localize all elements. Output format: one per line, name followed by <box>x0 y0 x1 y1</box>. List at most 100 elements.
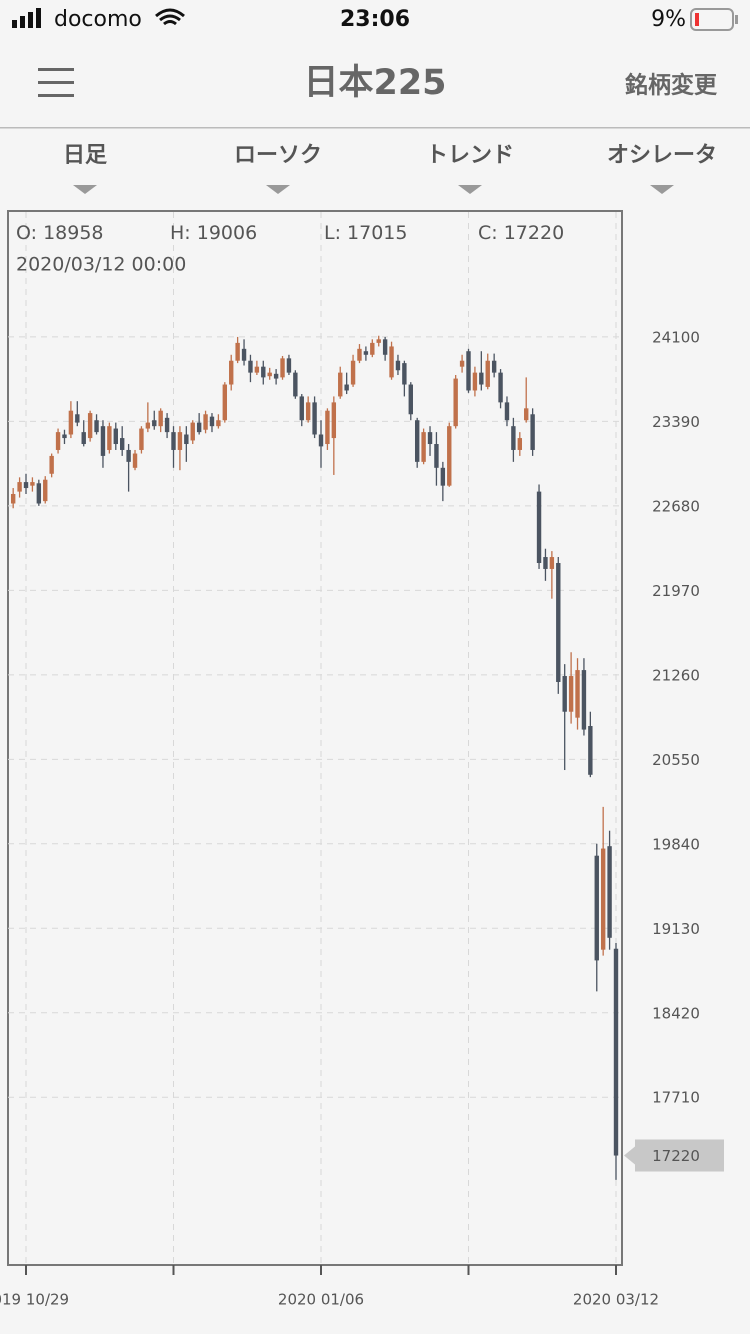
candle-body <box>75 414 80 423</box>
candle-body <box>241 348 247 361</box>
candle-body <box>196 422 202 433</box>
menu-line <box>38 94 74 97</box>
candle-body <box>209 416 215 427</box>
candle-body <box>177 432 183 450</box>
candle-body <box>395 360 401 371</box>
candle-body <box>562 676 567 712</box>
ohlc-info: L: 17015 <box>324 222 408 244</box>
candle-body <box>216 420 221 427</box>
ohlc-label: L: <box>324 222 341 244</box>
tab[interactable]: ローソク <box>234 143 322 168</box>
y-tick-label: 20550 <box>652 751 700 769</box>
candle-body <box>447 426 452 486</box>
candle-body <box>511 426 516 450</box>
candle-body <box>479 372 484 385</box>
candle-body <box>331 402 337 439</box>
candle-body <box>414 420 420 462</box>
page-title: 日本225 <box>303 63 446 103</box>
candle-body <box>126 449 131 462</box>
candle-body <box>132 453 138 468</box>
candle-body <box>107 426 112 450</box>
y-tick-label: 21260 <box>652 666 700 684</box>
candle-body <box>299 396 304 421</box>
candle-body <box>357 348 362 361</box>
candle-body <box>286 358 292 373</box>
tab[interactable]: 日足 <box>63 143 107 168</box>
candle-body <box>81 432 86 445</box>
candle-body <box>325 410 330 445</box>
signal-bar <box>20 16 25 28</box>
ohlc-label: O: <box>16 222 37 244</box>
candle-body <box>376 339 381 343</box>
candle-body <box>119 438 125 450</box>
candle-body <box>594 855 599 961</box>
candle-body <box>517 438 523 450</box>
wifi-icon <box>155 8 185 26</box>
tab-arrow <box>266 185 290 194</box>
price-tag <box>624 1139 724 1172</box>
candle-body <box>607 846 612 938</box>
y-tick-label: 19840 <box>652 835 700 853</box>
y-tick-label: 18420 <box>652 1004 700 1022</box>
candle-body <box>30 482 35 486</box>
candle-body <box>427 432 433 445</box>
tab-arrow <box>458 185 482 194</box>
candle-body <box>280 358 285 378</box>
battery-cap <box>735 15 738 24</box>
candle-body <box>434 444 439 468</box>
battery-icon <box>690 8 734 31</box>
menu-button[interactable] <box>38 68 74 97</box>
candle-body <box>408 384 413 415</box>
header-divider <box>0 127 750 129</box>
menu-line <box>38 81 74 84</box>
candle-body <box>536 491 542 563</box>
candle-body <box>549 557 555 569</box>
ohlc-value: 17015 <box>347 222 407 244</box>
tab-arrow <box>73 185 97 194</box>
header: 日本225 銘柄変更 <box>0 63 750 129</box>
ohlc-label: C: <box>478 222 498 244</box>
candle-body <box>524 408 529 421</box>
candle-body <box>10 493 16 504</box>
battery-level <box>695 13 699 26</box>
candle-body <box>49 455 54 474</box>
tabs: 日足 ローソク トレンド オシレータ <box>63 143 717 194</box>
candle-body <box>184 434 189 445</box>
candle-body <box>145 422 151 429</box>
candle-body <box>459 360 465 367</box>
x-tick-label: 2020 01/06 <box>278 1291 364 1309</box>
candle-body <box>485 360 490 387</box>
candle-body <box>350 360 356 385</box>
info-date: 2020/03/12 00:00 <box>16 254 186 276</box>
candle-body <box>94 420 99 433</box>
candle-body <box>600 848 606 950</box>
candle-body <box>87 413 93 439</box>
candle-body <box>472 372 478 391</box>
status-bar: docomo 23:06 9% <box>12 7 738 32</box>
candle-body <box>498 372 503 403</box>
candle-body <box>267 372 272 377</box>
candle-body <box>389 346 394 378</box>
clock: 23:06 <box>340 7 410 32</box>
menu-line <box>38 68 74 71</box>
candle-body <box>190 422 195 441</box>
candle-body <box>312 402 317 435</box>
x-tick-label: 2020 03/12 <box>573 1291 659 1309</box>
candle-body <box>568 676 574 712</box>
candle-body <box>588 726 593 775</box>
candle-body <box>491 360 497 373</box>
ohlc-info: H: 19006 <box>170 222 257 244</box>
candle-body <box>293 372 298 397</box>
ohlc-info: O: 18958 <box>16 222 104 244</box>
tab[interactable]: オシレータ <box>607 143 717 168</box>
change-symbol-button[interactable]: 銘柄変更 <box>625 72 718 99</box>
candle-body <box>100 426 106 456</box>
candle-body <box>344 384 349 391</box>
y-tick-label: 17710 <box>652 1089 700 1107</box>
candle-body <box>17 482 22 492</box>
tab-arrow <box>650 185 674 194</box>
tab[interactable]: トレンド <box>426 143 514 168</box>
battery-text: 9% <box>651 7 686 32</box>
y-tick-label: 19130 <box>652 920 700 938</box>
